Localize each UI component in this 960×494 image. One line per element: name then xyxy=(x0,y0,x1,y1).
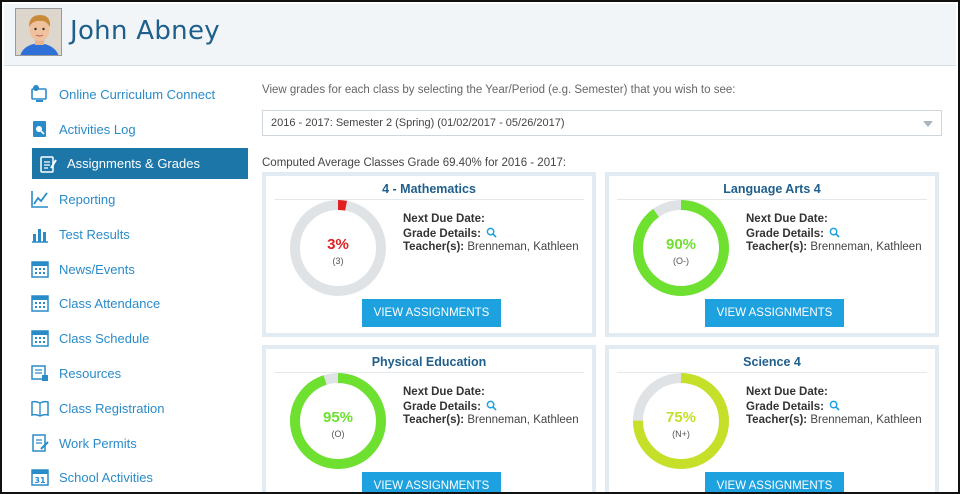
teachers-label: Teacher(s): xyxy=(403,241,465,253)
instructions-text: View grades for each class by selecting … xyxy=(262,84,736,96)
line-chart-icon xyxy=(31,191,48,208)
sidebar-item-activities-log[interactable]: Activities Log xyxy=(30,115,247,143)
class-details: Next Due Date: Grade Details: Teacher(s)… xyxy=(746,386,922,428)
next-due-label: Next Due Date: xyxy=(746,213,828,225)
sidebar-item-label: Reporting xyxy=(59,191,116,207)
grade-percent: 90% xyxy=(665,236,697,253)
grade-ring xyxy=(633,200,729,296)
log-icon xyxy=(33,121,46,137)
grade-details-label: Grade Details: xyxy=(403,227,481,240)
sidebar-item-label: News/Events xyxy=(59,261,135,277)
class-card: Physical Education 95% (O) Next Due Date… xyxy=(262,345,596,492)
grade-details-label: Grade Details: xyxy=(403,400,481,413)
search-icon[interactable] xyxy=(486,227,497,238)
calendar-icon xyxy=(31,330,49,347)
grade-mark: (N+) xyxy=(672,429,690,439)
teacher-name: Brenneman, Kathleen xyxy=(467,414,579,426)
sidebar-item-news-events[interactable]: News/Events xyxy=(30,255,247,283)
sidebar-item-work-permits[interactable]: Work Permits xyxy=(30,429,247,457)
sidebar-item-assignments-grades[interactable]: Assignments & Grades xyxy=(32,148,248,179)
class-card: Science 4 75% (N+) Next Due Date: Grade … xyxy=(605,345,939,492)
sidebar-item-label: Work Permits xyxy=(59,435,137,451)
sidebar-item-test-results[interactable]: Test Results xyxy=(30,220,247,248)
sidebar-item-label: Class Registration xyxy=(59,400,165,416)
class-title: Language Arts 4 xyxy=(617,182,927,200)
average-grade-text: Computed Average Classes Grade 69.40% fo… xyxy=(262,157,567,169)
class-title: Physical Education xyxy=(274,355,584,373)
view-assignments-button[interactable]: VIEW ASSIGNMENTS xyxy=(705,472,844,492)
grade-percent: 95% xyxy=(322,409,354,426)
grade-percent: 3% xyxy=(327,236,349,253)
teacher-name: Brenneman, Kathleen xyxy=(810,414,922,426)
sidebar-item-label: School Activities xyxy=(59,469,153,485)
sidebar-item-label: Class Attendance xyxy=(59,295,161,311)
resources-icon xyxy=(31,365,48,381)
book-icon xyxy=(31,400,49,417)
calendar-icon xyxy=(31,261,49,278)
sidebar-item-resources[interactable]: Resources xyxy=(30,359,247,387)
main-content: View grades for each class by selecting … xyxy=(260,67,956,492)
next-due-label: Next Due Date: xyxy=(746,386,828,398)
class-card: 4 - Mathematics 3% (3) Next Due Date: Gr… xyxy=(262,172,596,337)
teacher-name: Brenneman, Kathleen xyxy=(467,241,579,253)
permit-icon xyxy=(32,434,49,452)
sidebar-item-label: Online Curriculum Connect xyxy=(59,86,216,102)
search-icon[interactable] xyxy=(829,227,840,238)
sidebar-nav: Online Curriculum Connect Activities Log… xyxy=(4,67,249,490)
chevron-down-icon xyxy=(923,121,933,127)
bar-chart-icon xyxy=(32,229,48,243)
grade-details-label: Grade Details: xyxy=(746,227,824,240)
avatar xyxy=(15,8,62,56)
search-icon[interactable] xyxy=(829,400,840,411)
grade-mark: (3) xyxy=(332,256,344,266)
next-due-label: Next Due Date: xyxy=(403,386,485,398)
class-title: 4 - Mathematics xyxy=(274,182,584,200)
svg-text:31: 31 xyxy=(34,476,46,485)
sidebar-item-label: Assignments & Grades xyxy=(67,156,200,171)
teachers-label: Teacher(s): xyxy=(746,241,808,253)
grade-mark: (O-) xyxy=(673,256,689,266)
view-assignments-button[interactable]: VIEW ASSIGNMENTS xyxy=(362,472,501,492)
grade-details-label: Grade Details: xyxy=(746,400,824,413)
next-due-label: Next Due Date: xyxy=(403,213,485,225)
monitor-icon xyxy=(31,85,47,102)
teacher-name: Brenneman, Kathleen xyxy=(810,241,922,253)
sidebar-item-label: Class Schedule xyxy=(59,330,150,346)
calendar-icon xyxy=(31,295,49,312)
sidebar-item-label: Resources xyxy=(59,365,122,381)
sidebar-item-label: Activities Log xyxy=(59,121,136,137)
period-select-value: 2016 - 2017: Semester 2 (Spring) (01/02/… xyxy=(271,117,565,129)
view-assignments-button[interactable]: VIEW ASSIGNMENTS xyxy=(362,299,501,327)
grade-mark: (O) xyxy=(331,429,345,439)
sidebar-item-online-curriculum-connect[interactable]: Online Curriculum Connect xyxy=(30,80,247,108)
page-header: John Abney xyxy=(4,4,956,66)
class-title: Science 4 xyxy=(617,355,927,373)
sidebar-item-class-registration[interactable]: Class Registration xyxy=(30,394,247,422)
grade-ring xyxy=(290,373,386,469)
sidebar-item-reporting[interactable]: Reporting xyxy=(30,185,247,213)
period-select[interactable]: 2016 - 2017: Semester 2 (Spring) (01/02/… xyxy=(262,110,942,136)
teachers-label: Teacher(s): xyxy=(746,414,808,426)
sidebar-item-label: Test Results xyxy=(59,226,130,242)
student-name: John Abney xyxy=(70,16,220,46)
class-details: Next Due Date: Grade Details: Teacher(s)… xyxy=(403,213,579,255)
assignment-icon xyxy=(40,155,57,173)
grade-percent: 75% xyxy=(665,409,697,426)
class-details: Next Due Date: Grade Details: Teacher(s)… xyxy=(403,386,579,428)
view-assignments-button[interactable]: VIEW ASSIGNMENTS xyxy=(705,299,844,327)
search-icon[interactable] xyxy=(486,400,497,411)
grade-ring xyxy=(633,373,729,469)
calendar-31-icon: 31 xyxy=(31,469,49,486)
teachers-label: Teacher(s): xyxy=(403,414,465,426)
sidebar-item-class-schedule[interactable]: Class Schedule xyxy=(30,324,247,352)
grade-ring xyxy=(290,200,386,296)
class-card: Language Arts 4 90% (O-) Next Due Date: … xyxy=(605,172,939,337)
class-details: Next Due Date: Grade Details: Teacher(s)… xyxy=(746,213,922,255)
sidebar-item-school-activities[interactable]: 31 School Activities xyxy=(30,463,247,491)
sidebar-item-class-attendance[interactable]: Class Attendance xyxy=(30,289,247,317)
